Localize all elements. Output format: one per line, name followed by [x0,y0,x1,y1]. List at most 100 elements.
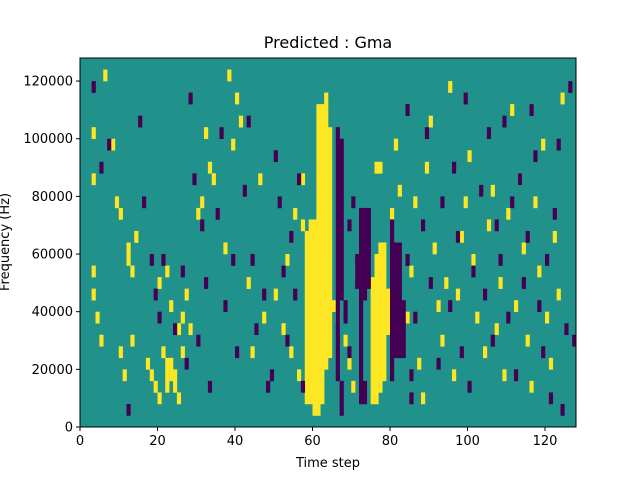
heatmap-cell-high [207,161,213,174]
heatmap-cell-low [335,357,340,370]
heatmap-cell-high [161,346,166,359]
heatmap-cell-low [359,219,364,232]
heatmap-cell-high [281,323,286,336]
heatmap-cell-high [506,207,511,220]
heatmap-cell-high [370,380,375,393]
heatmap-cell-high [316,173,321,186]
heatmap-cell-high [320,115,325,128]
heatmap-cell-high [324,265,329,278]
heatmap-cell-high [312,311,317,324]
heatmap-cell-high [297,369,302,382]
heatmap-cell-low [359,288,364,301]
heatmap-cell-high [308,380,313,393]
heatmap-cell-high [308,277,313,289]
heatmap-cell-low [300,380,306,393]
heatmap-cell-high [378,288,383,301]
heatmap-cell-high [324,334,329,347]
heatmap-cell-high [316,311,321,324]
heatmap-cell-high [386,311,391,324]
plot-area [79,57,577,428]
heatmap-cell-high [312,265,317,278]
heatmap-cell-low [339,150,344,163]
heatmap-cell-high [382,323,387,336]
heatmap-cell-low [397,346,402,359]
heatmap-cell-high [382,357,387,370]
heatmap-cell-high [324,196,329,209]
heatmap-cell-high [320,346,325,359]
heatmap-cell-low [223,300,228,312]
heatmap-cell-low [440,196,445,209]
heatmap-cell-high [382,288,387,301]
heatmap-cell-high [316,300,321,312]
heatmap-cell-low [359,265,364,278]
heatmap-cell-low [335,288,340,301]
heatmap-cell-low [486,127,492,140]
heatmap-cell-high [157,392,162,405]
heatmap-cell-low [335,173,340,186]
heatmap-cell-high [324,150,329,163]
heatmap-cell-high [370,300,375,312]
heatmap-cell-low [157,311,162,324]
heatmap-cell-high [560,92,565,105]
heatmap-cell-high [378,242,383,255]
heatmap-cell-high [130,334,135,347]
heatmap-cell-high [483,346,488,359]
heatmap-cell-high [331,300,337,312]
heatmap-cell-low [525,230,530,243]
heatmap-cell-high [238,115,244,128]
heatmap-cell-high [308,323,313,336]
heatmap-cell-high [308,311,313,324]
heatmap-cell-high [514,300,519,312]
heatmap-cell-high [320,254,325,266]
heatmap-cell-high [126,254,131,266]
heatmap-cell-high [444,277,449,289]
heatmap-cell-low [335,265,340,278]
heatmap-cell-high [382,369,387,382]
heatmap-cell-low [231,254,236,266]
heatmap-cell-high [467,150,472,163]
heatmap-cell-high [328,138,333,151]
heatmap-cell-low [180,265,185,278]
heatmap-cell-high [227,69,232,82]
heatmap-cell-high [114,196,120,209]
heatmap-cell-high [300,219,306,232]
heatmap-cell-high [231,138,236,151]
heatmap-cell-high [91,288,96,301]
heatmap-cell-high [374,288,379,301]
heatmap-cell-high [304,277,309,289]
chart-title: Predicted : Gma [264,33,392,52]
heatmap-cell-high [308,230,313,243]
heatmap-cell-high [552,230,557,243]
heatmap-cell-high [320,300,325,312]
heatmap-cell-high [316,150,321,163]
heatmap-cell-low [401,334,406,347]
heatmap-cell-low [366,277,371,289]
heatmap-cell-high [390,207,395,220]
heatmap-cell-high [548,357,554,370]
heatmap-cell-high [312,230,317,243]
heatmap-cell-low [397,277,402,289]
heatmap-cell-low [351,196,356,209]
heatmap-cell-high [169,300,174,312]
heatmap-cell-low [421,219,426,232]
heatmap-cell-high [130,265,135,278]
heatmap-cell-high [440,334,445,347]
heatmap-cell-low [390,277,395,289]
heatmap-cell-high [316,380,321,393]
heatmap-cell-high [118,346,123,359]
heatmap-cell-high [149,369,154,382]
heatmap-cell-high [165,369,170,382]
heatmap-cell-high [324,254,329,266]
heatmap-cell-high [289,346,294,359]
heatmap-cell-low [502,115,507,128]
heatmap-cell-low [359,357,364,370]
heatmap-cell-low [390,311,395,324]
heatmap-cell-low [529,104,534,116]
heatmap-cell-high [328,254,333,266]
heatmap-cell-low [339,392,344,405]
heatmap-cell-low [483,288,488,301]
heatmap-cell-high [378,380,383,393]
heatmap-cell-high [424,161,430,174]
heatmap-cell-high [328,265,333,278]
